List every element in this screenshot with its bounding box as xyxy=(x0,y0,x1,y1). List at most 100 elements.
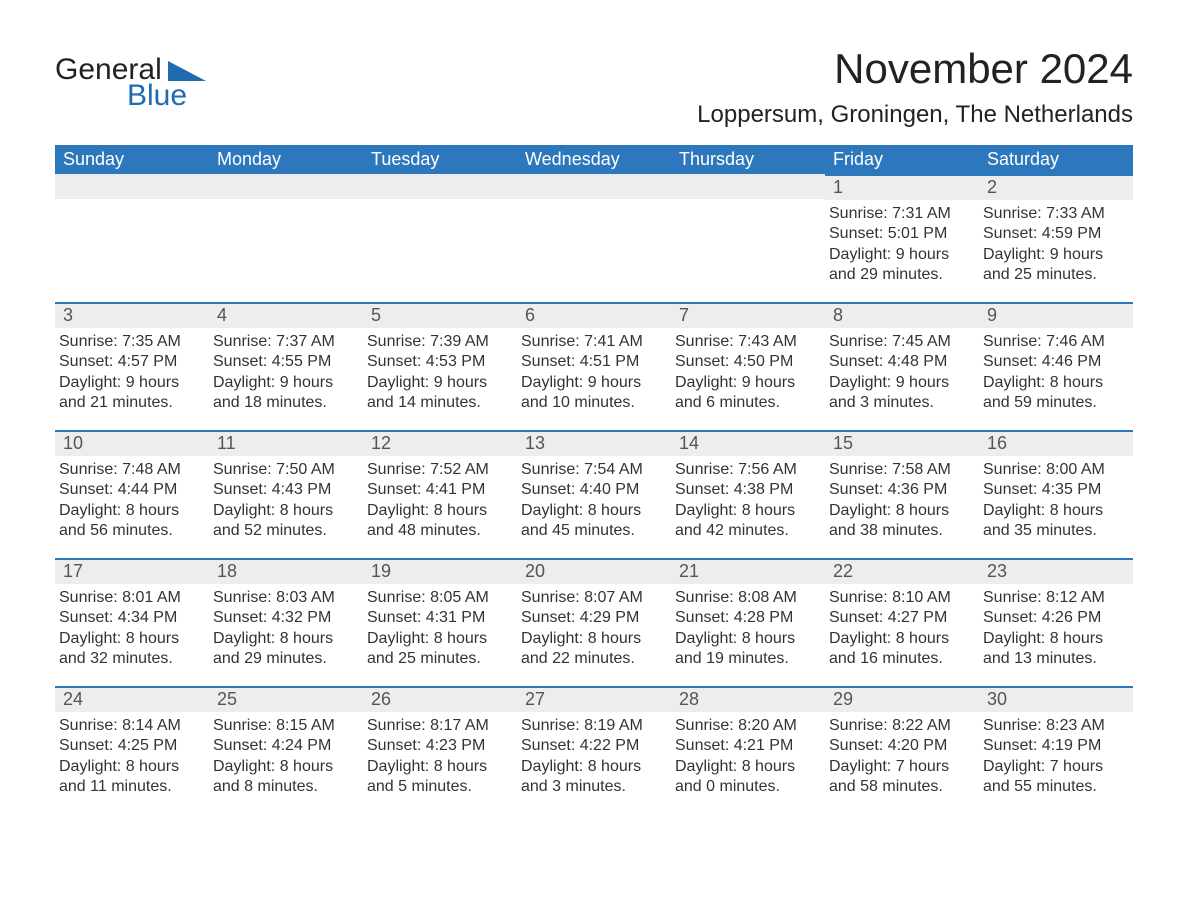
day-details: Sunrise: 8:00 AMSunset: 4:35 PMDaylight:… xyxy=(979,456,1133,546)
day-cell: 19Sunrise: 8:05 AMSunset: 4:31 PMDayligh… xyxy=(363,558,517,686)
day-number: 7 xyxy=(671,304,825,328)
day-cell: 6Sunrise: 7:41 AMSunset: 4:51 PMDaylight… xyxy=(517,302,671,430)
day-wrap: 4Sunrise: 7:37 AMSunset: 4:55 PMDaylight… xyxy=(209,302,363,418)
day-wrap: 1Sunrise: 7:31 AMSunset: 5:01 PMDaylight… xyxy=(825,174,979,290)
day-wrap: 22Sunrise: 8:10 AMSunset: 4:27 PMDayligh… xyxy=(825,558,979,674)
day-cell xyxy=(209,174,363,302)
day-wrap: 14Sunrise: 7:56 AMSunset: 4:38 PMDayligh… xyxy=(671,430,825,546)
sunset: Sunset: 4:32 PM xyxy=(213,608,359,628)
daylight: Daylight: 8 hours and 29 minutes. xyxy=(213,629,359,670)
sunrise: Sunrise: 7:58 AM xyxy=(829,460,975,480)
sunrise: Sunrise: 7:54 AM xyxy=(521,460,667,480)
day-cell: 14Sunrise: 7:56 AMSunset: 4:38 PMDayligh… xyxy=(671,430,825,558)
sunset: Sunset: 4:23 PM xyxy=(367,736,513,756)
day-wrap: 28Sunrise: 8:20 AMSunset: 4:21 PMDayligh… xyxy=(671,686,825,802)
daylight: Daylight: 9 hours and 10 minutes. xyxy=(521,373,667,414)
day-number: 20 xyxy=(517,560,671,584)
day-wrap: 19Sunrise: 8:05 AMSunset: 4:31 PMDayligh… xyxy=(363,558,517,674)
day-wrap: 25Sunrise: 8:15 AMSunset: 4:24 PMDayligh… xyxy=(209,686,363,802)
day-details: Sunrise: 7:56 AMSunset: 4:38 PMDaylight:… xyxy=(671,456,825,546)
day-number: 12 xyxy=(363,432,517,456)
daylight: Daylight: 8 hours and 8 minutes. xyxy=(213,757,359,798)
day-wrap: 23Sunrise: 8:12 AMSunset: 4:26 PMDayligh… xyxy=(979,558,1133,674)
day-details: Sunrise: 8:12 AMSunset: 4:26 PMDaylight:… xyxy=(979,584,1133,674)
sunrise: Sunrise: 7:45 AM xyxy=(829,332,975,352)
day-details: Sunrise: 7:58 AMSunset: 4:36 PMDaylight:… xyxy=(825,456,979,546)
day-number: 21 xyxy=(671,560,825,584)
sunrise: Sunrise: 8:00 AM xyxy=(983,460,1129,480)
day-wrap: 5Sunrise: 7:39 AMSunset: 4:53 PMDaylight… xyxy=(363,302,517,418)
day-wrap: 27Sunrise: 8:19 AMSunset: 4:22 PMDayligh… xyxy=(517,686,671,802)
day-number: 22 xyxy=(825,560,979,584)
daylight: Daylight: 9 hours and 14 minutes. xyxy=(367,373,513,414)
day-details: Sunrise: 7:54 AMSunset: 4:40 PMDaylight:… xyxy=(517,456,671,546)
sunset: Sunset: 4:36 PM xyxy=(829,480,975,500)
day-details: Sunrise: 7:33 AMSunset: 4:59 PMDaylight:… xyxy=(979,200,1133,290)
logo-sail-icon xyxy=(168,61,206,81)
col-tuesday: Tuesday xyxy=(363,145,517,174)
daylight: Daylight: 9 hours and 6 minutes. xyxy=(675,373,821,414)
day-cell: 4Sunrise: 7:37 AMSunset: 4:55 PMDaylight… xyxy=(209,302,363,430)
day-wrap: 21Sunrise: 8:08 AMSunset: 4:28 PMDayligh… xyxy=(671,558,825,674)
day-cell: 21Sunrise: 8:08 AMSunset: 4:28 PMDayligh… xyxy=(671,558,825,686)
daylight: Daylight: 8 hours and 35 minutes. xyxy=(983,501,1129,542)
day-number: 27 xyxy=(517,688,671,712)
day-details: Sunrise: 7:31 AMSunset: 5:01 PMDaylight:… xyxy=(825,200,979,290)
sunset: Sunset: 4:25 PM xyxy=(59,736,205,756)
daylight: Daylight: 8 hours and 5 minutes. xyxy=(367,757,513,798)
sunrise: Sunrise: 7:35 AM xyxy=(59,332,205,352)
daylight: Daylight: 9 hours and 25 minutes. xyxy=(983,245,1129,286)
week-row: 24Sunrise: 8:14 AMSunset: 4:25 PMDayligh… xyxy=(55,686,1133,814)
day-cell: 12Sunrise: 7:52 AMSunset: 4:41 PMDayligh… xyxy=(363,430,517,558)
day-details: Sunrise: 8:17 AMSunset: 4:23 PMDaylight:… xyxy=(363,712,517,802)
day-wrap: 6Sunrise: 7:41 AMSunset: 4:51 PMDaylight… xyxy=(517,302,671,418)
sunset: Sunset: 4:38 PM xyxy=(675,480,821,500)
sunrise: Sunrise: 8:03 AM xyxy=(213,588,359,608)
day-cell: 16Sunrise: 8:00 AMSunset: 4:35 PMDayligh… xyxy=(979,430,1133,558)
day-cell: 24Sunrise: 8:14 AMSunset: 4:25 PMDayligh… xyxy=(55,686,209,814)
day-details: Sunrise: 7:39 AMSunset: 4:53 PMDaylight:… xyxy=(363,328,517,418)
day-cell: 18 Sunrise: 8:03 AMSunset: 4:32 PMDayligh… xyxy=(209,558,363,686)
sunset: Sunset: 4:26 PM xyxy=(983,608,1129,628)
day-cell xyxy=(55,174,209,302)
day-number: 9 xyxy=(979,304,1133,328)
col-saturday: Saturday xyxy=(979,145,1133,174)
sunrise: Sunrise: 7:37 AM xyxy=(213,332,359,352)
sunset: Sunset: 4:20 PM xyxy=(829,736,975,756)
day-number: 25 xyxy=(209,688,363,712)
day-number: 18 xyxy=(209,560,363,584)
day-cell: 13Sunrise: 7:54 AMSunset: 4:40 PMDayligh… xyxy=(517,430,671,558)
day-wrap: 3Sunrise: 7:35 AMSunset: 4:57 PMDaylight… xyxy=(55,302,209,418)
day-cell: 29Sunrise: 8:22 AMSunset: 4:20 PMDayligh… xyxy=(825,686,979,814)
day-wrap: 8Sunrise: 7:45 AMSunset: 4:48 PMDaylight… xyxy=(825,302,979,418)
empty-day-bar xyxy=(671,174,825,199)
day-cell: 2Sunrise: 7:33 AMSunset: 4:59 PMDaylight… xyxy=(979,174,1133,302)
daylight: Daylight: 9 hours and 29 minutes. xyxy=(829,245,975,286)
day-number: 1 xyxy=(825,176,979,200)
day-wrap: 24Sunrise: 8:14 AMSunset: 4:25 PMDayligh… xyxy=(55,686,209,802)
sunset: Sunset: 5:01 PM xyxy=(829,224,975,244)
empty-day-bar xyxy=(209,174,363,199)
sunrise: Sunrise: 8:22 AM xyxy=(829,716,975,736)
day-cell: 30Sunrise: 8:23 AMSunset: 4:19 PMDayligh… xyxy=(979,686,1133,814)
sunset: Sunset: 4:35 PM xyxy=(983,480,1129,500)
day-number: 19 xyxy=(363,560,517,584)
day-cell: 20Sunrise: 8:07 AMSunset: 4:29 PMDayligh… xyxy=(517,558,671,686)
sunset: Sunset: 4:57 PM xyxy=(59,352,205,372)
day-cell: 23Sunrise: 8:12 AMSunset: 4:26 PMDayligh… xyxy=(979,558,1133,686)
sunset: Sunset: 4:29 PM xyxy=(521,608,667,628)
day-cell: 5Sunrise: 7:39 AMSunset: 4:53 PMDaylight… xyxy=(363,302,517,430)
daylight: Daylight: 8 hours and 56 minutes. xyxy=(59,501,205,542)
day-number: 5 xyxy=(363,304,517,328)
day-cell: 22Sunrise: 8:10 AMSunset: 4:27 PMDayligh… xyxy=(825,558,979,686)
sunset: Sunset: 4:19 PM xyxy=(983,736,1129,756)
daylight: Daylight: 8 hours and 16 minutes. xyxy=(829,629,975,670)
logo-blue: Blue xyxy=(127,81,187,111)
daylight: Daylight: 8 hours and 19 minutes. xyxy=(675,629,821,670)
week-row: 3Sunrise: 7:35 AMSunset: 4:57 PMDaylight… xyxy=(55,302,1133,430)
daylight: Daylight: 8 hours and 59 minutes. xyxy=(983,373,1129,414)
day-cell xyxy=(671,174,825,302)
day-number: 29 xyxy=(825,688,979,712)
sunset: Sunset: 4:44 PM xyxy=(59,480,205,500)
day-wrap: 10Sunrise: 7:48 AMSunset: 4:44 PMDayligh… xyxy=(55,430,209,546)
